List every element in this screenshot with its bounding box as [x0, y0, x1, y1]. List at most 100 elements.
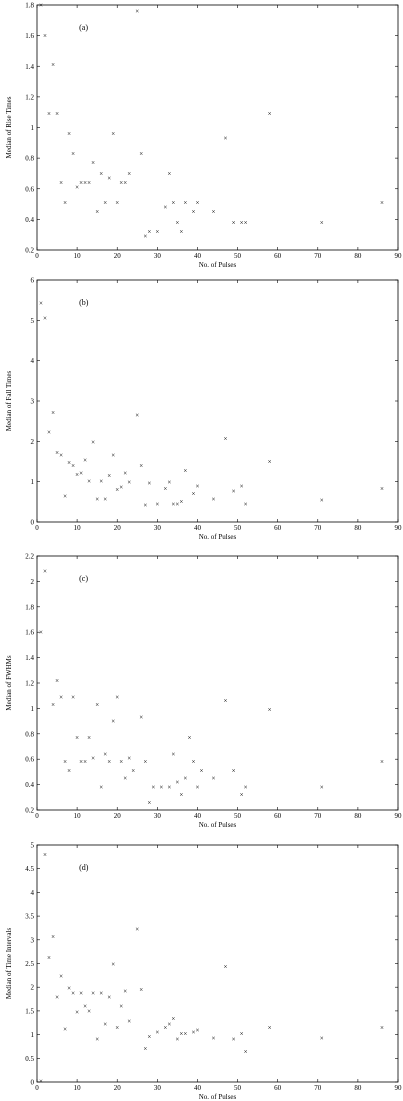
- data-point: ×: [139, 150, 143, 158]
- data-point: ×: [171, 500, 175, 508]
- data-point: ×: [232, 767, 236, 775]
- data-point: ×: [95, 1036, 99, 1044]
- data-point: ×: [91, 439, 95, 447]
- y-tick-label: 0: [31, 519, 35, 527]
- data-point: ×: [240, 219, 244, 227]
- x-tick-label: 30: [154, 252, 162, 260]
- x-tick-label: 40: [194, 812, 202, 820]
- data-point: ×: [244, 1048, 248, 1056]
- data-point: ×: [179, 228, 183, 236]
- x-tick-label: 90: [395, 1084, 403, 1092]
- data-point: ×: [224, 697, 228, 705]
- x-tick-label: 50: [234, 1084, 242, 1092]
- data-point: ×: [155, 1029, 159, 1037]
- data-point: ×: [107, 174, 111, 182]
- data-point: ×: [183, 467, 187, 475]
- data-point: ×: [143, 233, 147, 241]
- x-tick-label: 30: [154, 1084, 162, 1092]
- data-point: ×: [103, 751, 107, 759]
- data-point: ×: [103, 495, 107, 503]
- y-tick-label: 1.4: [25, 654, 34, 662]
- data-point: ×: [380, 485, 384, 493]
- data-point: ×: [91, 754, 95, 762]
- data-point: ×: [159, 784, 163, 792]
- x-tick-label: 70: [314, 812, 322, 820]
- data-point: ×: [115, 693, 119, 701]
- x-tick-label: 90: [395, 252, 403, 260]
- data-point: ×: [79, 470, 83, 478]
- y-axis-label: Median of Fall Times: [5, 370, 13, 431]
- data-point: ×: [119, 179, 123, 187]
- data-point: ×: [79, 989, 83, 997]
- data-point: ×: [195, 1027, 199, 1035]
- data-point: ×: [75, 734, 79, 742]
- data-point: ×: [224, 135, 228, 143]
- data-point: ×: [75, 1009, 79, 1017]
- x-tick-label: 80: [354, 524, 362, 532]
- data-point: ×: [79, 758, 83, 766]
- y-axis-label: Median of Rise Times: [5, 96, 13, 158]
- x-tick-label: 20: [114, 252, 122, 260]
- data-point: ×: [163, 1024, 167, 1032]
- data-point: ×: [91, 159, 95, 167]
- data-point: ×: [119, 758, 123, 766]
- plot-frame: [36, 844, 399, 1083]
- data-point: ×: [183, 1030, 187, 1038]
- data-point: ×: [155, 500, 159, 508]
- data-point: ×: [71, 989, 75, 997]
- data-point: ×: [87, 477, 91, 485]
- data-point: ×: [59, 179, 63, 187]
- x-tick-label: 70: [314, 1084, 322, 1092]
- y-tick-label: 1.2: [25, 93, 34, 101]
- x-tick-label: 0: [35, 252, 39, 260]
- data-point: ×: [103, 199, 107, 207]
- y-axis-label: Median of FWHMs: [5, 655, 13, 710]
- data-point: ×: [111, 960, 115, 968]
- data-point: ×: [115, 486, 119, 494]
- data-point: ×: [224, 963, 228, 971]
- y-tick-label: 1.8: [25, 603, 34, 611]
- x-tick-label: 20: [114, 524, 122, 532]
- y-tick-label: 1: [31, 705, 35, 713]
- data-point: ×: [380, 1024, 384, 1032]
- data-point: ×: [268, 1024, 272, 1032]
- data-point: ×: [147, 228, 151, 236]
- x-tick-label: 50: [234, 252, 242, 260]
- data-point: ×: [123, 470, 127, 478]
- y-tick-label: 2: [31, 984, 35, 992]
- data-point: ×: [155, 228, 159, 236]
- x-tick-label: 50: [234, 812, 242, 820]
- x-tick-label: 10: [74, 1084, 82, 1092]
- data-point: ×: [167, 478, 171, 486]
- data-point: ×: [380, 758, 384, 766]
- data-point: ×: [107, 758, 111, 766]
- y-tick-label: 0.4: [25, 781, 34, 789]
- data-point: ×: [244, 219, 248, 227]
- y-tick-label: 6: [31, 277, 35, 285]
- data-point: ×: [139, 462, 143, 470]
- x-tick-label: 0: [35, 1084, 39, 1092]
- y-tick-label: 3: [31, 398, 35, 406]
- data-point: ×: [71, 150, 75, 158]
- data-point: ×: [83, 179, 87, 187]
- data-point: ×: [179, 791, 183, 799]
- y-tick-label: 3.5: [25, 913, 34, 921]
- x-tick-label: 0: [35, 812, 39, 820]
- data-point: ×: [244, 784, 248, 792]
- data-point: ×: [175, 219, 179, 227]
- y-tick-label: 1.2: [25, 680, 34, 688]
- data-point: ×: [63, 1025, 67, 1033]
- data-point: ×: [268, 706, 272, 714]
- y-tick-label: 0.4: [25, 216, 34, 224]
- data-point: ×: [67, 459, 71, 467]
- data-point: ×: [171, 1015, 175, 1023]
- data-point: ×: [87, 1007, 91, 1015]
- data-point: ×: [123, 775, 127, 783]
- data-point: ×: [111, 130, 115, 138]
- panel-label: (c): [79, 574, 88, 583]
- data-point: ×: [127, 478, 131, 486]
- y-tick-label: 1: [31, 124, 35, 132]
- y-tick-label: 0.6: [25, 185, 34, 193]
- data-point: ×: [39, 1077, 43, 1085]
